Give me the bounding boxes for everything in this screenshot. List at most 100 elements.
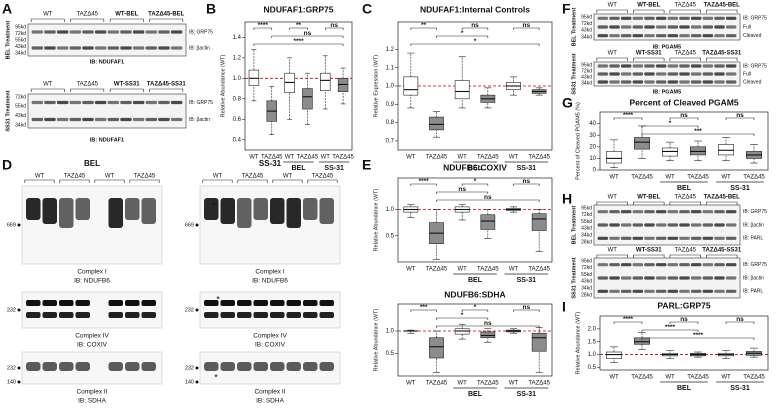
box <box>633 137 650 150</box>
gel-smear <box>286 198 301 228</box>
blot-band <box>56 117 69 122</box>
significance-label: ns <box>736 112 744 119</box>
marker-label: 669 <box>185 222 194 228</box>
group-label: SS-31 <box>517 165 537 172</box>
lane-bracket <box>149 88 184 92</box>
treatment-label: SS31 Treatment <box>571 257 577 298</box>
significance-bracket <box>436 199 540 202</box>
blot-band <box>690 25 702 29</box>
lane-label: WT-BEL <box>637 3 660 9</box>
significance-label: ns <box>523 22 531 29</box>
marker-dot <box>17 308 21 312</box>
blot-band <box>644 16 655 20</box>
significance-bracket <box>613 321 643 324</box>
blot-band <box>690 210 702 214</box>
lane-label: WT <box>608 51 618 57</box>
x-tick-label: WT <box>406 381 416 387</box>
significance-bracket <box>725 321 755 324</box>
significance-label: **** <box>419 178 430 185</box>
y-axis-label: Relative Abundance (WT) <box>373 309 379 372</box>
blot-band <box>667 80 679 84</box>
x-tick-label: WT <box>285 155 295 161</box>
blot-band <box>145 117 158 122</box>
blot-band <box>632 223 644 227</box>
lane-bracket <box>669 254 701 258</box>
x-tick-label: TAZΔ45 <box>528 267 550 273</box>
y-tick-label: 0 <box>593 168 597 174</box>
y-tick-label: 40 <box>589 121 596 127</box>
blot-band <box>620 34 632 38</box>
box <box>689 146 706 156</box>
blot-band <box>655 34 667 38</box>
gel-band <box>286 300 301 306</box>
gel-band <box>75 362 90 371</box>
blot-band <box>655 72 667 76</box>
treatment-label: BEL Treatment <box>5 20 11 59</box>
marker-label: 72kd <box>581 68 592 74</box>
band-label: IB: GRP75 <box>189 100 213 106</box>
significance-bracket <box>436 317 489 320</box>
lane-label: WT <box>105 174 115 180</box>
lane-bracket <box>669 201 701 205</box>
blot-band <box>725 80 737 84</box>
treatment-label: BEL Treatment <box>571 7 577 46</box>
significance-bracket <box>253 27 273 30</box>
marker-label: 72kd <box>581 265 592 271</box>
blot-band <box>714 25 725 29</box>
x-tick-label: TAZΔ45 <box>631 175 653 181</box>
blot-band <box>725 34 737 38</box>
gel-band <box>75 300 90 306</box>
lane-label: WT <box>43 12 53 18</box>
gel-band <box>42 362 57 371</box>
panel-letter: I <box>562 299 566 315</box>
y-axis-label: Relative Abundance (WT) <box>373 189 379 252</box>
complex-label: Complex I <box>255 269 284 276</box>
marker-label: 34kd <box>15 122 26 128</box>
y-tick-label: 0.4 <box>233 137 242 143</box>
complex-label: Complex II <box>76 389 107 396</box>
marker-label: 72kd <box>581 21 592 27</box>
significance-label: ns <box>304 30 312 37</box>
box <box>531 332 547 352</box>
blot-band <box>679 289 690 293</box>
x-tick-label: WT <box>509 267 519 273</box>
gel-smear <box>75 198 90 220</box>
blot-frame <box>27 23 187 57</box>
blot-band <box>597 64 609 68</box>
significance-label: * <box>474 304 477 311</box>
lane-bracket <box>70 18 105 22</box>
y-tick-label: 1.0 <box>386 329 395 335</box>
gel-band <box>141 362 156 371</box>
plot-frame <box>244 21 353 151</box>
lane-label: WT <box>608 248 618 254</box>
blot-band <box>725 263 737 267</box>
lane-bracket <box>129 179 160 183</box>
marker-label: 232 <box>185 307 194 313</box>
gel-band <box>270 300 285 306</box>
y-tick-label: 1.1 <box>386 65 395 71</box>
marker-label: 43kd <box>581 226 592 232</box>
lane-bracket <box>149 18 184 22</box>
x-tick-label: WT <box>458 267 468 273</box>
blot-band <box>690 72 702 76</box>
y-tick-label: 1.0 <box>386 207 395 213</box>
gel-frame <box>21 185 163 265</box>
lane-bracket <box>596 57 628 61</box>
blot-band <box>132 117 145 122</box>
significance-bracket <box>461 309 489 312</box>
x-tick-label: WT <box>721 375 731 381</box>
gel-frame <box>199 185 341 265</box>
box <box>320 72 331 91</box>
marker-label: 95kd <box>581 14 592 20</box>
band-label: Cleaved <box>743 33 762 39</box>
box <box>661 147 678 157</box>
band-label: IB: GRP75 <box>743 16 767 22</box>
gel-band <box>59 300 74 306</box>
gel-band <box>75 312 90 318</box>
lane-label: WT <box>608 195 618 201</box>
blot-band <box>714 236 725 240</box>
blot-band <box>620 64 632 68</box>
significance-bracket <box>669 321 699 324</box>
y-axis-label: Percent of Cleaved PGAM5 (%) <box>575 102 581 180</box>
marker-label: 55kd <box>15 104 26 110</box>
